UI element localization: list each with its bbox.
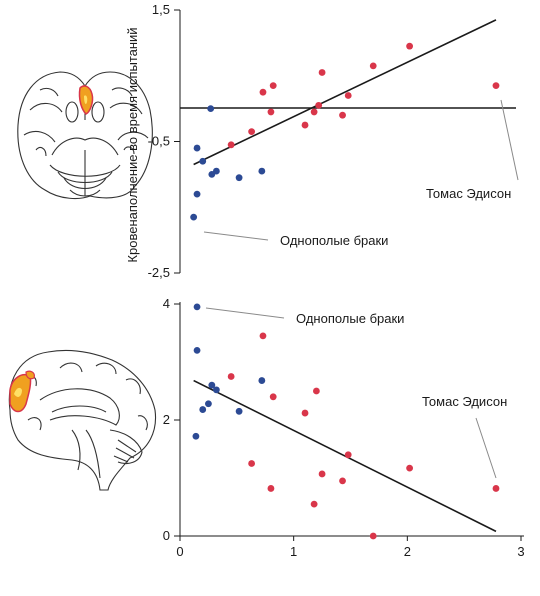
bottom-red-point <box>267 485 275 492</box>
top-blue-point <box>193 190 201 198</box>
bottom-red-point <box>227 373 235 380</box>
top-blue-point <box>258 167 266 175</box>
top-red-point <box>310 108 318 116</box>
brain-activation-top <box>78 85 94 115</box>
top-ann-edison-line <box>500 99 519 181</box>
top-ann-edison-label: Томас Эдисон <box>426 186 511 201</box>
top-trendline <box>193 19 497 166</box>
top-blue-point <box>212 167 220 175</box>
top-ann-samesex-line <box>203 231 269 241</box>
top-blue-point <box>193 144 201 152</box>
bottom-red-point <box>313 387 320 395</box>
bottom-scatter-chart: Однополые браки Томас Эдисон 4 2 00 1 2 3 <box>163 296 525 559</box>
bottom-blue-point <box>212 386 220 394</box>
bottom-red-point <box>259 332 267 340</box>
bottom-red-point <box>369 532 377 540</box>
top-scatter-chart: Кровенаполнение во время испытаний Томас… <box>125 2 519 280</box>
top-red-point <box>369 62 377 70</box>
top-blue-point <box>235 174 243 182</box>
bottom-trendline <box>193 379 497 533</box>
brain-sagittal-view-icon <box>8 349 157 491</box>
top-blue-point <box>207 105 215 113</box>
top-blue-point <box>199 157 207 165</box>
bottom-blue-point <box>192 432 200 440</box>
bottom-ann-edison-line <box>475 417 497 479</box>
top-ann-samesex-label: Однополые браки <box>280 233 388 248</box>
bottom-x-tick-label: 1 <box>290 544 297 559</box>
top-red-point <box>318 69 326 76</box>
bottom-red-point <box>301 409 309 417</box>
bottom-red-point <box>248 460 256 467</box>
bottom-blue-point <box>193 303 201 311</box>
top-y-axis-label: Кровенаполнение во время испытаний <box>125 27 140 262</box>
bottom-red-point <box>492 485 500 492</box>
top-red-point <box>339 111 346 119</box>
bottom-red-point <box>310 500 318 508</box>
top-y-tick-label: -0,5 <box>148 134 170 149</box>
top-red-point <box>315 101 323 109</box>
bottom-red-point <box>318 470 326 478</box>
top-red-point <box>406 42 414 50</box>
bottom-ann-edison-label: Томас Эдисон <box>422 394 507 409</box>
bottom-blue-point <box>199 406 207 413</box>
top-red-point <box>301 121 309 129</box>
bottom-ann-samesex-label: Однополые браки <box>296 311 404 326</box>
brain-axial-view-icon <box>17 71 153 200</box>
bottom-x-tick-label: 0 <box>176 544 183 559</box>
bottom-red-point <box>269 393 277 401</box>
bottom-red-point <box>344 451 352 459</box>
bottom-red-point <box>339 477 346 485</box>
top-red-point <box>344 92 352 99</box>
top-y-tick-label: 1,5 <box>152 2 170 17</box>
top-y-tick-label: -2,5 <box>148 265 170 280</box>
top-red-point <box>269 82 277 90</box>
brain-activation-bottom <box>9 370 35 413</box>
bottom-y-tick-label: 0 <box>163 528 170 543</box>
top-red-point <box>259 88 267 96</box>
bottom-y-tick-label: 2 <box>163 412 170 427</box>
top-red-point <box>227 141 235 149</box>
bottom-y-tick-label: 4 <box>163 296 170 311</box>
bottom-red-point <box>406 464 414 472</box>
bottom-x-tick-label: 2 <box>404 544 411 559</box>
bottom-blue-point <box>205 400 212 408</box>
bottom-x-tick-label: 3 <box>517 544 524 559</box>
top-red-point <box>267 108 275 116</box>
top-blue-point <box>190 213 198 221</box>
bottom-blue-point <box>235 407 243 415</box>
bottom-ann-samesex-line <box>205 307 285 319</box>
bottom-blue-point <box>193 347 201 354</box>
top-red-point <box>248 128 256 136</box>
top-red-point <box>492 82 500 90</box>
bottom-blue-point <box>208 381 216 389</box>
bottom-blue-point <box>258 377 266 384</box>
